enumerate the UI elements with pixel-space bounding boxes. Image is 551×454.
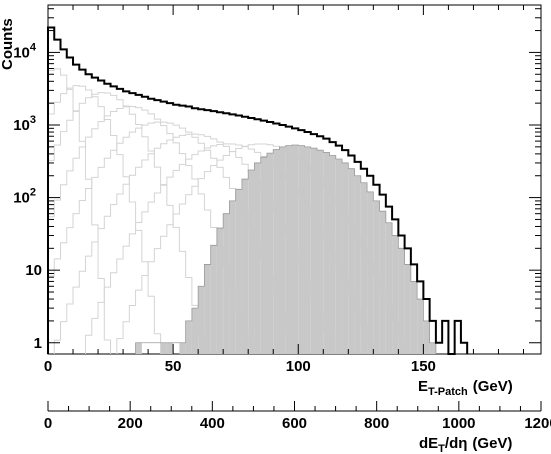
fill-bin-0	[135, 342, 142, 354]
fill-bin-6	[198, 286, 205, 354]
fill-bin-5	[191, 308, 199, 354]
fill-bin-30	[348, 168, 355, 354]
x-tick-label-100: 100	[286, 358, 311, 375]
y-tick-label-exponent: 2	[30, 187, 36, 199]
fill-bin-20	[285, 145, 292, 354]
fill-bin-16	[260, 157, 267, 354]
x-axis-title-main: E	[418, 378, 428, 395]
fill-bin-43	[429, 342, 436, 354]
y-tick-label-1: 1	[34, 335, 42, 352]
sub-distribution-3	[47, 92, 205, 354]
fill-bin-28	[335, 159, 343, 354]
fill-bin-40	[410, 281, 418, 354]
fill-bin-21	[291, 145, 299, 354]
y-tick-label-exponent: 4	[30, 41, 37, 53]
sub-distribution-1	[47, 68, 112, 354]
fill-bin-27	[329, 155, 336, 354]
x-tick-label-50: 50	[165, 358, 182, 375]
y-tick-label-10000: 104	[13, 41, 37, 61]
fill-bin-37	[392, 235, 399, 354]
fill-bin-18	[273, 149, 280, 354]
secondary-tick-label-600: 600	[282, 415, 307, 432]
fill-bin-1	[160, 342, 167, 354]
secondary-axis-title-sub: T	[438, 443, 445, 454]
secondary-tick-label-0: 0	[44, 415, 52, 432]
fill-bin-31	[354, 175, 361, 354]
total-histogram	[47, 26, 469, 355]
fill-bin-23	[304, 146, 311, 354]
fill-bin-8	[210, 245, 217, 354]
y-tick-label-1000: 103	[13, 114, 36, 134]
secondary-tick-label-1200: 1200	[524, 415, 551, 432]
fill-bin-29	[342, 162, 349, 354]
fill-bin-32	[360, 182, 368, 354]
fill-bin-33	[367, 191, 374, 354]
secondary-tick-label-800: 800	[364, 415, 389, 432]
y-axis-title: Counts	[0, 18, 16, 70]
y-tick-label-base: 10	[13, 44, 30, 61]
fill-bin-35	[379, 211, 386, 354]
fill-bin-13	[241, 179, 249, 354]
fill-bin-4	[185, 320, 192, 354]
fill-bin-14	[248, 169, 255, 354]
sub-distribution-2	[47, 85, 162, 354]
fill-bin-26	[323, 152, 330, 354]
fill-bin-22	[298, 145, 305, 354]
fill-bin-24	[310, 148, 318, 354]
x-tick-label-0: 0	[44, 358, 52, 375]
x-tick-label-150: 150	[411, 358, 436, 375]
highest-bin-histogram	[135, 144, 437, 354]
secondary-axis-title: dET/dη (GeV)	[419, 435, 512, 454]
y-tick-label-100: 102	[13, 187, 36, 207]
fill-bin-34	[373, 200, 380, 354]
secondary-axis-title-main: dE	[419, 435, 438, 452]
y-tick-label-base: 10	[13, 190, 30, 207]
fill-bin-2	[166, 342, 174, 354]
fill-bin-42	[423, 320, 430, 354]
y-tick-label-10: 10	[25, 262, 42, 279]
secondary-tick-label-200: 200	[118, 415, 143, 432]
fill-bin-19	[279, 146, 286, 354]
secondary-axis-title-unit: (GeV)	[472, 435, 512, 452]
secondary-axis-title-rest: /dη	[445, 435, 468, 452]
fill-bin-9	[216, 228, 224, 354]
secondary-tick-label-400: 400	[200, 415, 225, 432]
y-tick-label-exponent: 3	[30, 114, 36, 126]
fill-bin-25	[317, 150, 324, 354]
fill-bin-10	[223, 213, 230, 354]
fill-bin-15	[254, 162, 261, 354]
x-axis-title-unit: (GeV)	[473, 378, 513, 395]
fill-bin-17	[266, 153, 274, 354]
fill-bin-7	[204, 264, 211, 354]
fill-bin-36	[385, 222, 393, 354]
fill-bin-41	[417, 299, 424, 354]
fill-bin-11	[229, 200, 236, 354]
secondary-tick-label-1000: 1000	[442, 415, 475, 432]
x-axis-title: ET-Patch (GeV)	[418, 378, 513, 398]
x-axis-title-sub: T-Patch	[428, 386, 468, 398]
y-axis-title-text: Counts	[0, 18, 16, 70]
total-outline	[47, 26, 469, 355]
y-tick-label-base: 10	[13, 117, 30, 134]
fill-bin-12	[235, 189, 242, 354]
fill-bin-39	[404, 264, 411, 354]
fill-bin-38	[398, 248, 405, 354]
fill-bin-3	[179, 342, 186, 354]
fill-outline	[135, 144, 437, 354]
